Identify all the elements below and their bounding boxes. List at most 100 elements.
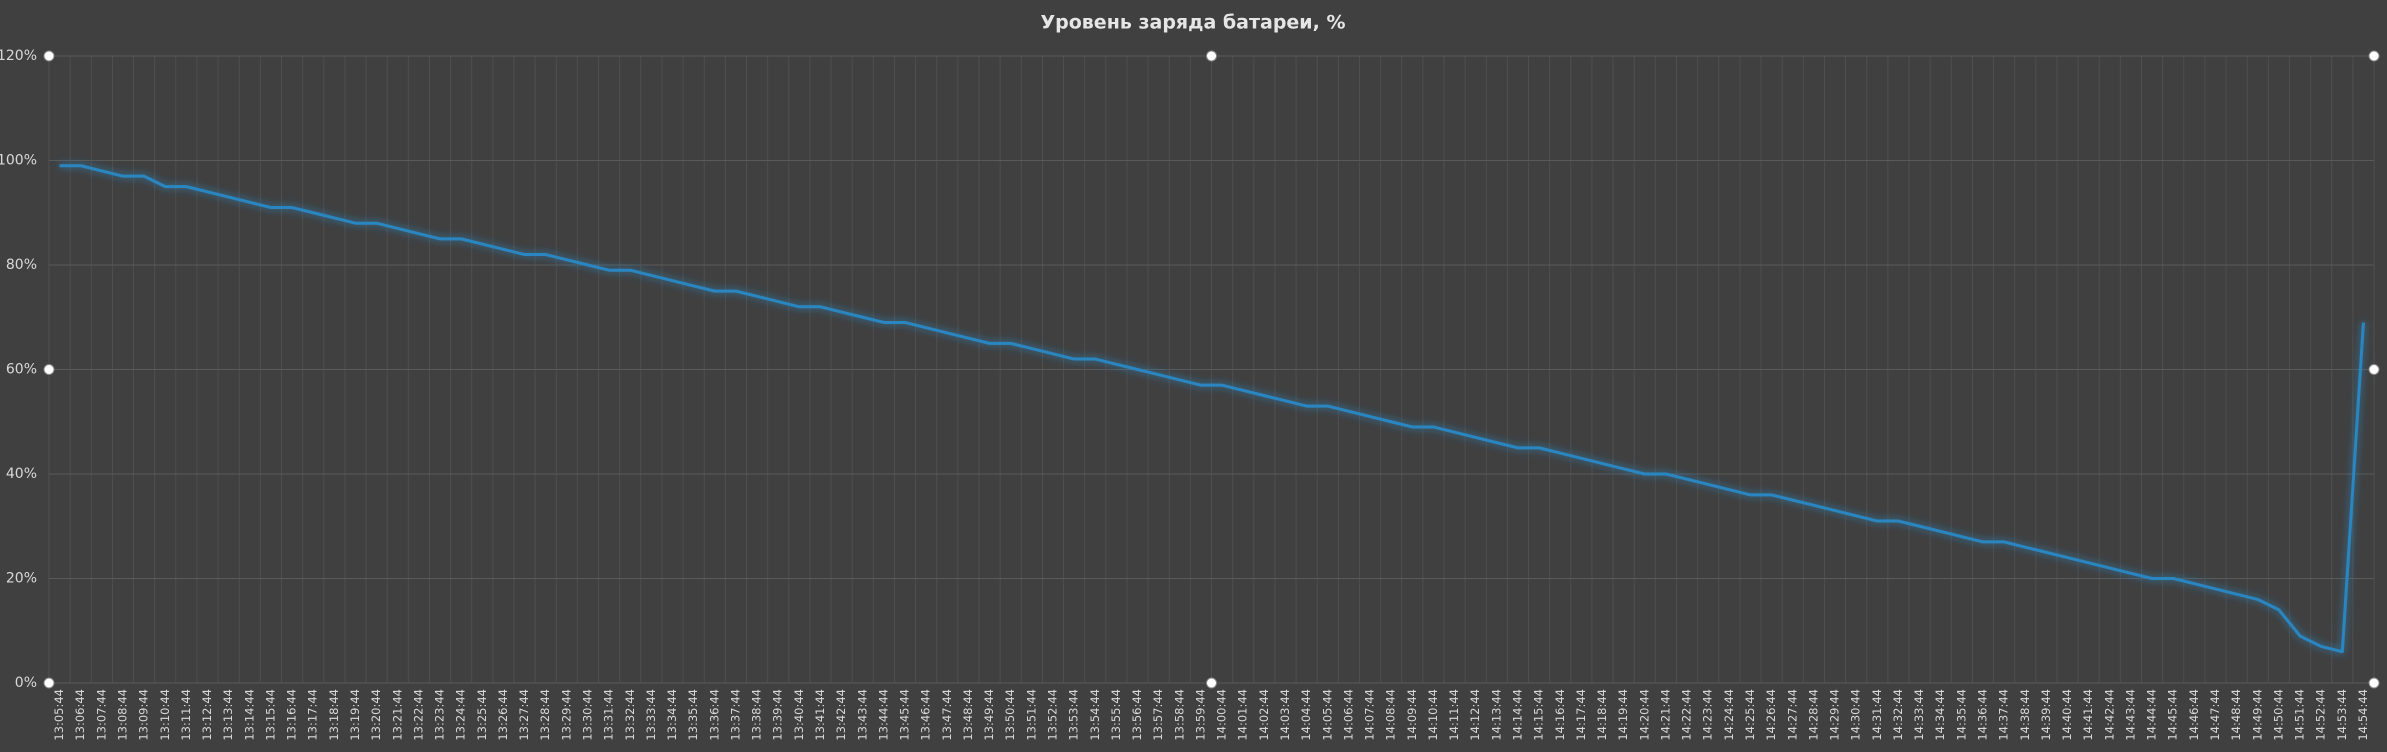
x-tick-label: 14:01:44 — [1236, 689, 1250, 741]
y-tick-label: 60% — [6, 362, 37, 378]
x-tick-label: 14:16:44 — [1553, 689, 1567, 741]
x-tick-label: 14:15:44 — [1532, 689, 1546, 741]
series-line — [59, 164, 2365, 654]
x-tick-label: 13:36:44 — [707, 689, 721, 741]
x-tick-label: 14:32:44 — [1891, 689, 1905, 741]
x-tick-label: 14:11:44 — [1447, 689, 1461, 741]
y-tick-label: 120% — [0, 48, 37, 64]
x-tick-label: 14:34:44 — [1933, 689, 1947, 741]
x-tick-label: 13:40:44 — [792, 689, 806, 741]
x-tick-label: 14:41:44 — [2081, 689, 2095, 741]
x-tick-label: 13:08:44 — [115, 689, 129, 741]
x-tick-label: 13:19:44 — [348, 689, 362, 741]
x-tick-label: 13:16:44 — [285, 689, 299, 741]
x-tick-label: 14:04:44 — [1299, 689, 1313, 741]
x-tick-label: 13:52:44 — [1045, 689, 1059, 741]
x-tick-label: 14:45:44 — [2166, 689, 2180, 741]
x-tick-label: 13:34:44 — [665, 689, 679, 741]
x-tick-label: 13:05:44 — [52, 689, 66, 741]
x-tick-label: 13:42:44 — [834, 689, 848, 741]
x-tick-label: 14:27:44 — [1785, 689, 1799, 741]
x-tick-label: 13:56:44 — [1130, 689, 1144, 741]
x-tick-label: 13:46:44 — [919, 689, 933, 741]
x-tick-label: 14:23:44 — [1701, 689, 1715, 741]
selection-handle — [1206, 50, 1217, 62]
x-tick-label: 14:25:44 — [1743, 689, 1757, 741]
x-tick-label: 13:07:44 — [94, 689, 108, 741]
x-tick-label: 14:36:44 — [1975, 689, 1989, 741]
selection-handle — [43, 677, 55, 689]
x-tick-label: 14:02:44 — [1257, 689, 1271, 741]
x-tick-label: 14:52:44 — [2314, 689, 2328, 741]
x-tick-label: 14:12:44 — [1468, 689, 1482, 741]
x-tick-label: 14:37:44 — [1997, 689, 2011, 741]
x-tick-label: 13:10:44 — [158, 689, 172, 741]
x-tick-label: 13:37:44 — [728, 689, 742, 741]
x-tick-label: 13:25:44 — [475, 689, 489, 741]
x-tick-label: 14:20:44 — [1637, 689, 1651, 741]
x-tick-label: 13:47:44 — [940, 689, 954, 741]
x-tick-label: 14:31:44 — [1870, 689, 1884, 741]
x-tick-label: 13:39:44 — [771, 689, 785, 741]
selection-handle — [1206, 677, 1217, 689]
x-tick-label: 14:21:44 — [1658, 689, 1672, 741]
x-tick-label: 14:28:44 — [1806, 689, 1820, 741]
x-tick-label: 14:40:44 — [2060, 689, 2074, 741]
x-tick-label: 14:06:44 — [1341, 689, 1355, 741]
x-tick-label: 14:24:44 — [1722, 689, 1736, 741]
y-tick-label: 20% — [6, 571, 37, 587]
x-tick-label: 14:46:44 — [2187, 689, 2201, 741]
x-tick-label: 14:49:44 — [2250, 689, 2264, 741]
y-tick-label: 40% — [6, 466, 37, 482]
x-tick-label: 13:53:44 — [1067, 689, 1081, 741]
x-tick-label: 14:08:44 — [1384, 689, 1398, 741]
x-tick-label: 13:31:44 — [602, 689, 616, 741]
x-tick-label: 13:32:44 — [623, 689, 637, 741]
x-tick-label: 14:48:44 — [2229, 689, 2243, 741]
x-tick-label: 13:49:44 — [982, 689, 996, 741]
x-tick-label: 13:22:44 — [411, 689, 425, 741]
x-tick-label: 13:59:44 — [1193, 689, 1207, 741]
x-tick-label: 14:43:44 — [2123, 689, 2137, 741]
x-tick-label: 13:43:44 — [855, 689, 869, 741]
x-tick-label: 13:50:44 — [1003, 689, 1017, 741]
selection-handle — [43, 50, 55, 62]
x-tick-label: 14:42:44 — [2102, 689, 2116, 741]
x-tick-label: 14:54:44 — [2356, 689, 2370, 741]
x-tick-label: 14:44:44 — [2145, 689, 2159, 741]
x-tick-label: 14:38:44 — [2018, 689, 2032, 741]
x-tick-label: 13:24:44 — [454, 689, 468, 741]
x-tick-label: 13:54:44 — [1088, 689, 1102, 741]
x-tick-label: 13:48:44 — [961, 689, 975, 741]
x-tick-label: 13:55:44 — [1109, 689, 1123, 741]
selection-handle — [43, 364, 55, 375]
x-tick-label: 13:35:44 — [686, 689, 700, 741]
x-tick-label: 13:28:44 — [538, 689, 552, 741]
x-tick-label: 13:27:44 — [517, 689, 531, 741]
selection-handle — [2368, 677, 2380, 689]
y-tick-label: 80% — [6, 257, 37, 273]
x-tick-label: 14:22:44 — [1680, 689, 1694, 741]
x-tick-label: 13:17:44 — [306, 689, 320, 741]
x-tick-label: 14:17:44 — [1574, 689, 1588, 741]
x-tick-label: 14:03:44 — [1278, 689, 1292, 741]
x-tick-label: 14:07:44 — [1363, 689, 1377, 741]
x-tick-label: 14:51:44 — [2293, 689, 2307, 741]
selection-handle — [2368, 50, 2380, 62]
x-tick-label: 13:13:44 — [221, 689, 235, 741]
y-tick-label: 100% — [0, 153, 37, 169]
x-tick-label: 13:51:44 — [1024, 689, 1038, 741]
x-tick-label: 13:21:44 — [390, 689, 404, 741]
x-tick-label: 13:33:44 — [644, 689, 658, 741]
x-tick-label: 14:18:44 — [1595, 689, 1609, 741]
x-tick-label: 14:00:44 — [1215, 689, 1229, 741]
x-tick-label: 13:26:44 — [496, 689, 510, 741]
x-tick-label: 13:38:44 — [750, 689, 764, 741]
x-tick-label: 13:23:44 — [433, 689, 447, 741]
x-tick-label: 13:09:44 — [137, 689, 151, 741]
x-tick-label: 14:50:44 — [2271, 689, 2285, 741]
x-tick-label: 13:18:44 — [327, 689, 341, 741]
x-tick-label: 14:33:44 — [1912, 689, 1926, 741]
x-tick-label: 14:10:44 — [1426, 689, 1440, 741]
x-tick-label: 14:05:44 — [1320, 689, 1334, 741]
